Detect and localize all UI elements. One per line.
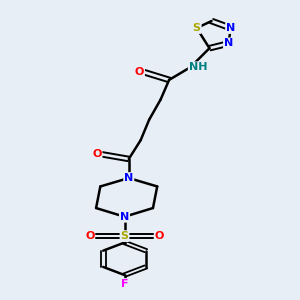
- Text: O: O: [135, 67, 144, 77]
- Text: O: O: [85, 231, 94, 241]
- Text: O: O: [155, 231, 164, 241]
- Text: N: N: [120, 212, 129, 222]
- Text: NH: NH: [189, 62, 207, 72]
- Text: S: S: [121, 231, 128, 241]
- Text: F: F: [121, 279, 128, 289]
- Text: S: S: [193, 23, 201, 33]
- Text: N: N: [124, 173, 134, 183]
- Text: N: N: [224, 38, 233, 48]
- Text: O: O: [92, 149, 102, 159]
- Text: N: N: [226, 23, 235, 33]
